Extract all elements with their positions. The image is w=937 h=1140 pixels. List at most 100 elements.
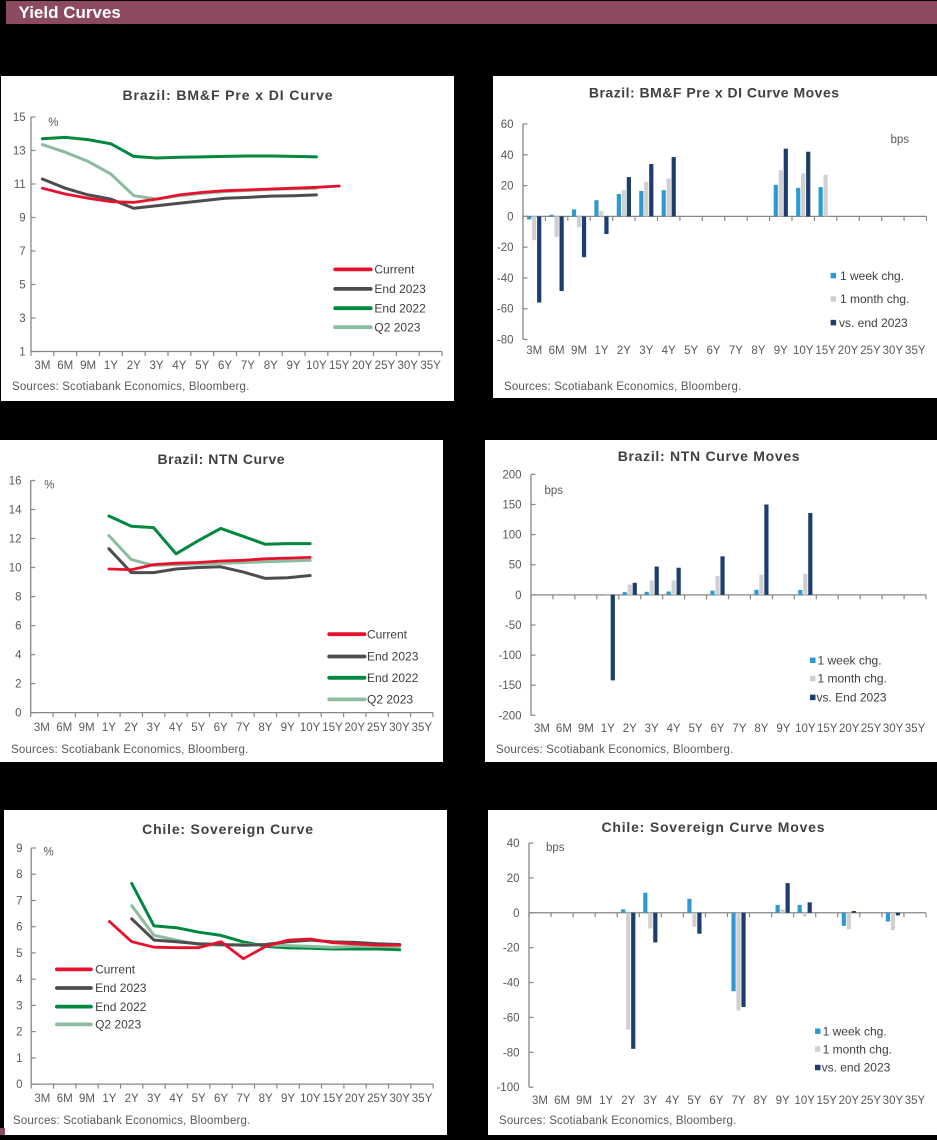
svg-text:3M: 3M xyxy=(526,345,542,357)
svg-text:-40: -40 xyxy=(497,273,514,285)
svg-text:15Y: 15Y xyxy=(817,723,838,735)
svg-text:9M: 9M xyxy=(80,360,96,372)
svg-text:30Y: 30Y xyxy=(883,1095,904,1107)
svg-text:-20: -20 xyxy=(497,242,514,254)
svg-text:8: 8 xyxy=(15,592,21,604)
svg-text:6Y: 6Y xyxy=(710,723,724,735)
svg-text:Brazil: BM&F Pre x DI Curve Mo: Brazil: BM&F Pre x DI Curve Moves xyxy=(589,85,840,101)
svg-text:3Y: 3Y xyxy=(639,345,653,357)
svg-text:9M: 9M xyxy=(79,722,95,734)
svg-text:4: 4 xyxy=(16,974,23,986)
svg-text:25Y: 25Y xyxy=(861,1095,882,1107)
svg-text:7Y: 7Y xyxy=(241,360,255,372)
svg-text:6M: 6M xyxy=(556,723,572,735)
svg-text:Current: Current xyxy=(95,963,136,977)
svg-text:End 2022: End 2022 xyxy=(95,1000,147,1014)
svg-text:3M: 3M xyxy=(34,360,50,372)
svg-text:-60: -60 xyxy=(497,304,514,316)
svg-text:-100: -100 xyxy=(498,650,521,662)
svg-text:20Y: 20Y xyxy=(838,345,859,357)
svg-text:12: 12 xyxy=(9,534,22,546)
svg-text:10Y: 10Y xyxy=(300,722,321,734)
svg-text:2Y: 2Y xyxy=(127,360,141,372)
svg-text:8Y: 8Y xyxy=(258,722,272,734)
svg-text:Sources: Scotiabank Economics,: Sources: Scotiabank Economics, Bloomberg… xyxy=(12,381,250,393)
svg-text:1Y: 1Y xyxy=(104,360,118,372)
svg-text:4Y: 4Y xyxy=(172,360,186,372)
svg-text:0: 0 xyxy=(16,1079,22,1091)
svg-text:10Y: 10Y xyxy=(794,1095,815,1107)
svg-text:End 2022: End 2022 xyxy=(374,301,426,315)
svg-text:4Y: 4Y xyxy=(169,722,183,734)
svg-text:-60: -60 xyxy=(503,1012,520,1024)
svg-text:15Y: 15Y xyxy=(322,722,343,734)
svg-text:25Y: 25Y xyxy=(860,345,881,357)
svg-text:20Y: 20Y xyxy=(345,722,366,734)
svg-text:Brazil: NTN Curve Moves: Brazil: NTN Curve Moves xyxy=(618,448,801,464)
svg-text:%: % xyxy=(48,117,58,129)
svg-text:Chile: Sovereign Curve Moves: Chile: Sovereign Curve Moves xyxy=(601,819,825,835)
svg-text:30Y: 30Y xyxy=(883,345,904,357)
svg-text:7Y: 7Y xyxy=(731,1095,745,1107)
svg-text:3M: 3M xyxy=(532,1095,548,1107)
svg-text:1 week chg.: 1 week chg. xyxy=(823,1024,887,1038)
svg-text:1Y: 1Y xyxy=(594,345,608,357)
svg-text:100: 100 xyxy=(502,530,521,542)
svg-text:35Y: 35Y xyxy=(412,1093,433,1105)
svg-text:7Y: 7Y xyxy=(729,345,743,357)
svg-text:4: 4 xyxy=(15,650,22,662)
svg-text:2Y: 2Y xyxy=(621,1095,635,1107)
svg-text:8: 8 xyxy=(16,869,22,881)
svg-text:9: 9 xyxy=(16,843,22,855)
svg-text:bps: bps xyxy=(545,485,564,497)
svg-text:3Y: 3Y xyxy=(147,1093,161,1105)
svg-text:3: 3 xyxy=(19,313,25,325)
svg-text:1Y: 1Y xyxy=(601,723,615,735)
svg-text:1Y: 1Y xyxy=(102,722,116,734)
svg-text:15Y: 15Y xyxy=(815,345,836,357)
svg-text:1: 1 xyxy=(19,347,25,359)
svg-text:20Y: 20Y xyxy=(839,723,860,735)
svg-text:2: 2 xyxy=(15,679,21,691)
svg-text:%: % xyxy=(44,847,54,859)
svg-text:15Y: 15Y xyxy=(329,360,350,372)
svg-text:Chile: Sovereign Curve: Chile: Sovereign Curve xyxy=(142,821,314,837)
svg-text:10Y: 10Y xyxy=(300,1093,321,1105)
svg-text:2Y: 2Y xyxy=(617,345,631,357)
svg-text:4Y: 4Y xyxy=(667,723,681,735)
svg-text:20: 20 xyxy=(501,181,514,193)
svg-text:3M: 3M xyxy=(534,723,550,735)
svg-text:0: 0 xyxy=(513,908,519,920)
svg-text:3M: 3M xyxy=(34,722,50,734)
svg-text:9Y: 9Y xyxy=(776,1095,790,1107)
svg-text:6Y: 6Y xyxy=(709,1095,723,1107)
svg-text:9M: 9M xyxy=(576,1095,592,1107)
svg-text:10: 10 xyxy=(9,563,22,575)
svg-text:End 2022: End 2022 xyxy=(367,671,419,685)
svg-text:6Y: 6Y xyxy=(218,360,232,372)
svg-text:5: 5 xyxy=(16,948,22,960)
svg-text:0: 0 xyxy=(515,590,521,602)
svg-text:35Y: 35Y xyxy=(905,345,926,357)
svg-text:vs. End 2023: vs. End 2023 xyxy=(817,691,887,705)
svg-text:8Y: 8Y xyxy=(751,345,765,357)
svg-text:50: 50 xyxy=(509,560,522,572)
svg-text:-150: -150 xyxy=(498,680,521,692)
svg-text:20Y: 20Y xyxy=(345,1093,366,1105)
svg-text:vs. end 2023: vs. end 2023 xyxy=(839,316,908,330)
svg-text:6: 6 xyxy=(16,922,22,934)
svg-text:5Y: 5Y xyxy=(192,1093,206,1105)
svg-text:3M: 3M xyxy=(34,1093,50,1105)
svg-text:Current: Current xyxy=(367,627,408,641)
svg-text:%: % xyxy=(44,480,54,492)
svg-text:7Y: 7Y xyxy=(236,1093,250,1105)
svg-text:9: 9 xyxy=(19,213,25,225)
svg-text:30Y: 30Y xyxy=(883,723,904,735)
svg-text:-200: -200 xyxy=(498,710,521,722)
svg-text:Sources: Scotiabank Economics,: Sources: Scotiabank Economics, Bloomberg… xyxy=(11,744,249,756)
svg-text:bps: bps xyxy=(890,134,909,146)
svg-text:2: 2 xyxy=(16,1027,22,1039)
svg-text:25Y: 25Y xyxy=(367,722,388,734)
svg-text:Q2 2023: Q2 2023 xyxy=(95,1018,141,1032)
svg-text:1 week chg.: 1 week chg. xyxy=(818,654,882,668)
